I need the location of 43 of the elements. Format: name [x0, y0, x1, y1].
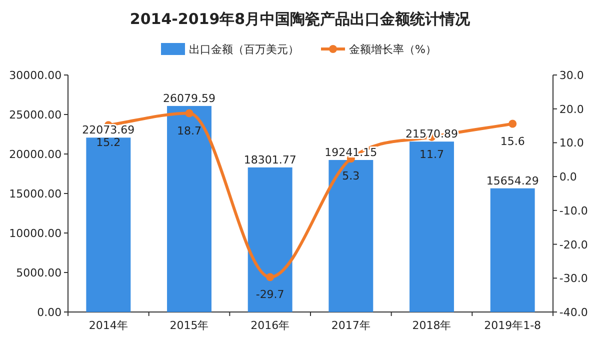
y2-tick-label: 20.0 — [559, 102, 584, 116]
y-tick-label: 20000.00 — [9, 148, 62, 161]
data-label: -29.7 — [256, 288, 284, 302]
bar — [167, 106, 212, 312]
y-tick-label: 0.00 — [37, 306, 62, 319]
data-label: 22073.69 — [82, 124, 135, 137]
data-label: 5.3 — [342, 170, 360, 183]
x-tick-label: 2015年 — [170, 319, 209, 332]
data-label: 15654.29 — [486, 174, 539, 188]
y-tick-label: 10000.00 — [9, 227, 62, 240]
x-tick-label: 2014年 — [88, 319, 128, 332]
bar — [490, 188, 535, 312]
x-tick-label: 2018年 — [412, 319, 452, 332]
point — [185, 109, 194, 118]
y-tick-label: 25000.00 — [9, 108, 62, 122]
y-tick-label: 5000.00 — [16, 266, 62, 280]
bar — [86, 138, 131, 312]
x-tick-label: 2016年 — [250, 319, 290, 332]
y2-tick-label: -30.0 — [559, 272, 588, 286]
bar — [248, 167, 292, 312]
y2-tick-label: 0.0 — [559, 170, 577, 184]
bar — [328, 160, 374, 312]
data-label: 18301.77 — [244, 153, 296, 166]
bar — [410, 142, 454, 312]
y-tick-label: 15000.00 — [9, 188, 62, 200]
y-tick-label: 30000.00 — [9, 69, 62, 82]
legend-label: 金额增长率（%） — [349, 43, 436, 56]
y2-tick-label: 30.0 — [559, 69, 584, 82]
x-tick-label: 2019年1-8 — [484, 319, 542, 332]
y2-tick-label: -20.0 — [559, 238, 588, 252]
point — [266, 273, 274, 282]
chart-title: 2014-2019年8月中国陶瓷产品出口金额统计情况 — [130, 10, 472, 28]
y2-tick-label: 10.0 — [559, 136, 584, 150]
y2-tick-label: -40.0 — [559, 306, 588, 319]
x-tick-label: 2017年 — [331, 319, 370, 332]
point — [508, 120, 517, 128]
legend-label: 出口金额（百万美元） — [189, 43, 299, 56]
data-label: 15.2 — [96, 136, 121, 150]
data-label: 15.6 — [500, 134, 525, 148]
data-label: 11.7 — [420, 148, 444, 161]
data-label: 26079.59 — [163, 92, 216, 105]
y2-tick-label: -10.0 — [559, 204, 588, 218]
data-label: 18.7 — [177, 124, 202, 138]
